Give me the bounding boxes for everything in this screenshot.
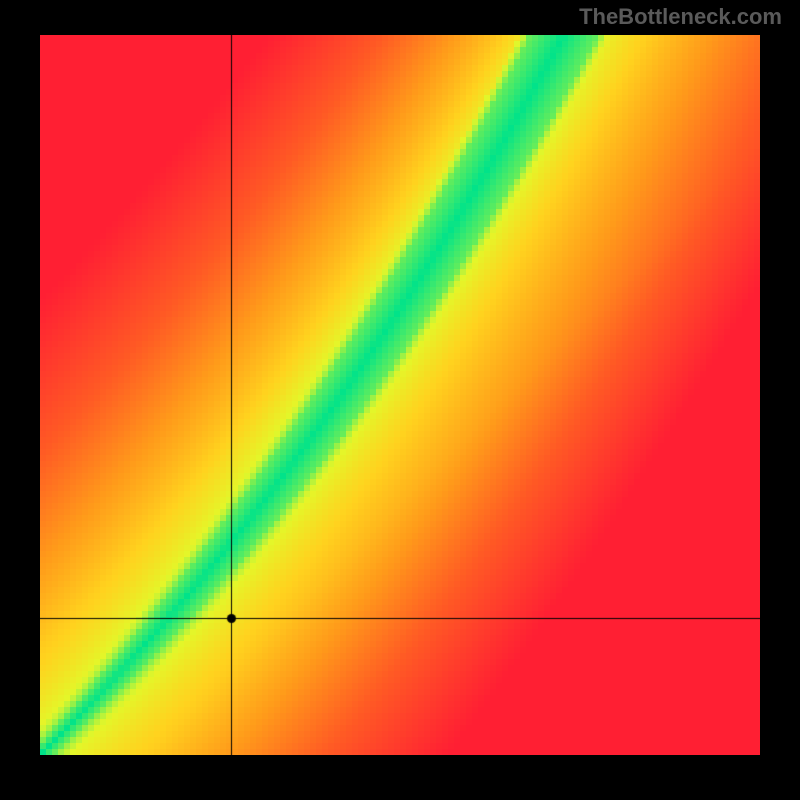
chart-container: TheBottleneck.com xyxy=(0,0,800,800)
watermark-text: TheBottleneck.com xyxy=(579,4,782,30)
crosshair-overlay xyxy=(40,35,760,755)
